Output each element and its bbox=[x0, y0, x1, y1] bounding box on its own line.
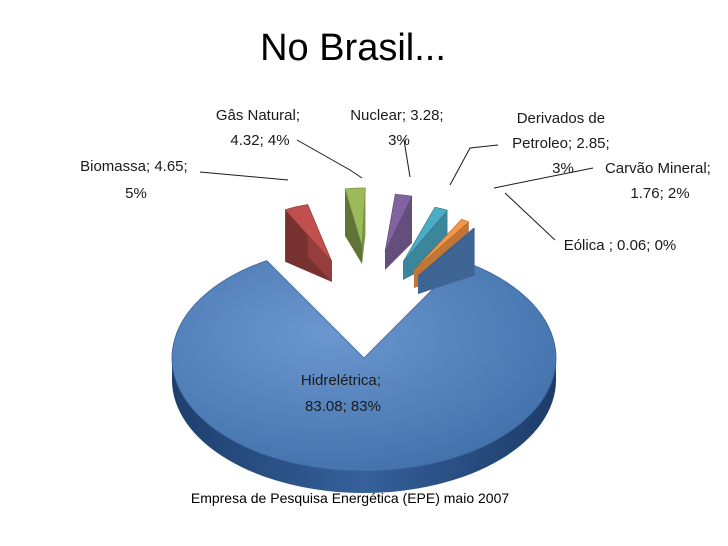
label-derivados-line3: 3% bbox=[552, 160, 574, 177]
leader-lines bbox=[199, 139, 594, 241]
label-derivados-line1: Derivados de bbox=[517, 110, 605, 127]
leader-gas bbox=[296, 139, 363, 179]
leader-biomassa bbox=[199, 171, 289, 181]
slice-biomassa bbox=[284, 204, 333, 263]
label-hidreletrica-line1: Hidrelétrica; bbox=[301, 372, 381, 389]
label-derivados-line2: Petroleo; 2.85; bbox=[512, 135, 610, 152]
label-hidreletrica: Hidrelétrica; 83.08; 83% bbox=[301, 372, 385, 415]
label-biomassa-line2: 5% bbox=[125, 185, 147, 202]
label-hidreletrica-line2: 83.08; 83% bbox=[305, 398, 381, 415]
slice-gas-natural-wall bbox=[345, 188, 362, 264]
leader-eolica bbox=[504, 192, 556, 241]
label-carvao-line1: Carvão Mineral; bbox=[605, 160, 711, 177]
label-nuclear-line1: Nuclear; 3.28; bbox=[350, 107, 443, 124]
slice-gas-natural bbox=[344, 187, 366, 247]
slice-eolica-side bbox=[418, 228, 475, 294]
label-eolica-line1: Eólica ; 0.06; 0% bbox=[564, 237, 677, 254]
pie-layer bbox=[171, 187, 557, 493]
slice-eolica bbox=[417, 227, 476, 277]
label-nuclear: Nuclear; 3.28; 3% bbox=[350, 107, 448, 149]
slice-nuclear bbox=[384, 193, 413, 253]
label-gas-natural: Gâs Natural; 4.32; 4% bbox=[216, 107, 304, 149]
label-eolica: Eólica ; 0.06; 0% bbox=[564, 237, 677, 254]
slice-derivados bbox=[402, 206, 449, 263]
label-biomassa: Biomassa; 4.65; 5% bbox=[80, 158, 192, 202]
slice-carvao bbox=[413, 218, 470, 271]
leader-carvao bbox=[493, 167, 594, 189]
label-gas-line2: 4.32; 4% bbox=[230, 132, 289, 149]
label-gas-line1: Gâs Natural; bbox=[216, 107, 300, 124]
slice-nuclear-side bbox=[385, 196, 412, 270]
chart-title: No Brasil... bbox=[260, 27, 446, 69]
chart-source: Empresa de Pesquisa Energética (EPE) mai… bbox=[191, 490, 509, 506]
leader-nuclear bbox=[403, 139, 411, 178]
label-derivados: Derivados de Petroleo; 2.85; 3% bbox=[512, 110, 614, 177]
label-nuclear-line2: 3% bbox=[388, 132, 410, 149]
leader-derivados bbox=[449, 144, 499, 186]
slice-hidreletrica bbox=[171, 260, 557, 472]
slice-hidreletrica-side bbox=[172, 358, 556, 493]
label-carvao-line2: 1.76; 2% bbox=[630, 185, 689, 202]
label-carvao: Carvão Mineral; 1.76; 2% bbox=[605, 160, 715, 202]
label-biomassa-line1: Biomassa; 4.65; bbox=[80, 158, 188, 175]
